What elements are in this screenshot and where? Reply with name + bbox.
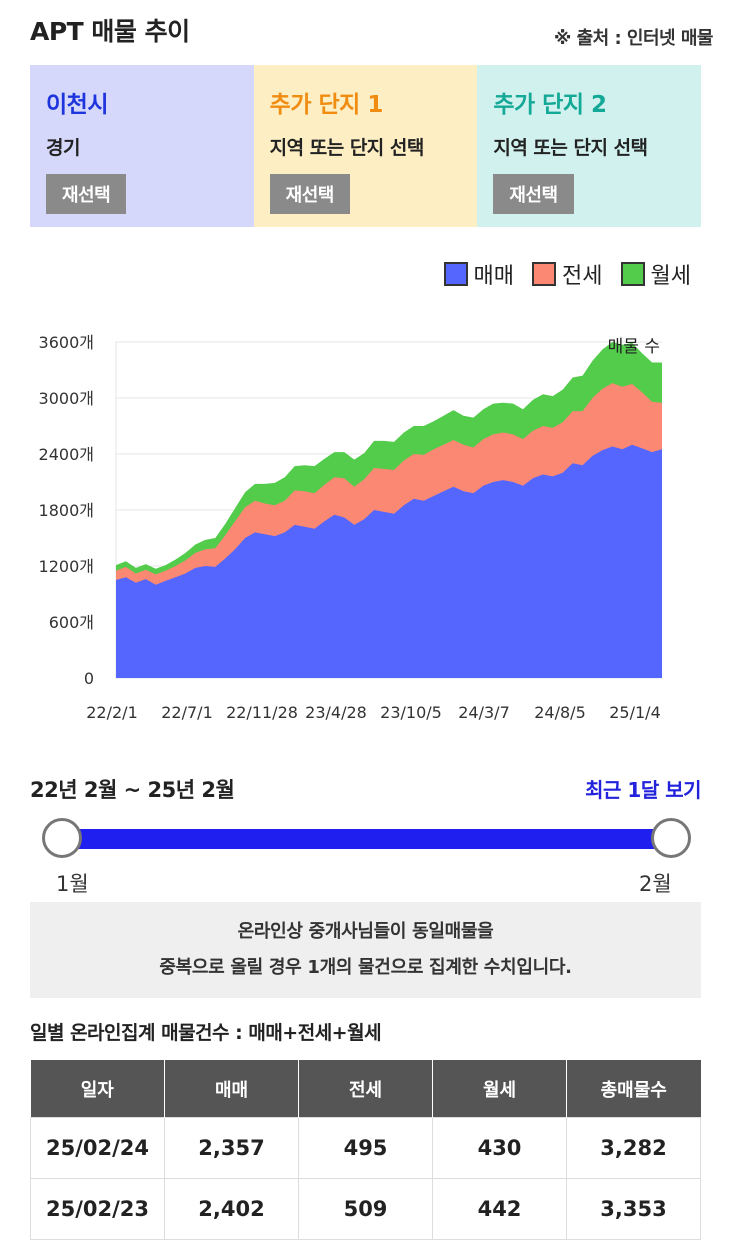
y-tick-label: 3000개 [39, 389, 94, 408]
card-subtitle[interactable]: 지역 또는 단지 선택 [493, 137, 648, 159]
cell-date: 25/02/24 [30, 1117, 165, 1179]
cell-jeonse: 495 [298, 1117, 433, 1179]
area-series-매매 [116, 444, 662, 678]
x-tick-label: 22/7/1 [161, 703, 213, 722]
legend-item-jeonse[interactable]: 전세 [532, 258, 603, 290]
cell-date: 25/02/23 [30, 1178, 165, 1240]
reselect-button[interactable]: 재선택 [269, 174, 350, 214]
y-tick-label: 1800개 [39, 501, 94, 520]
source-note: ※ 출처 : 인터넷 매물 [553, 28, 714, 49]
recent-month-link[interactable]: 최근 1달 보기 [585, 778, 701, 802]
range-label: 22년 2월 ~ 25년 2월 [30, 778, 235, 802]
y-tick-label: 2400개 [39, 445, 94, 464]
cell-sale: 2,357 [164, 1117, 299, 1179]
cell-sale: 2,402 [164, 1178, 299, 1240]
y-tick-label: 1200개 [39, 557, 94, 576]
chart-annotation: 매물 수 [608, 337, 660, 357]
legend-label: 매매 [473, 264, 515, 289]
legend-label: 월세 [650, 264, 691, 289]
chart-legend: 매매 전세 월세 [443, 258, 691, 290]
slider-end-handle[interactable] [651, 818, 691, 858]
x-tick-label: 24/8/5 [534, 703, 586, 722]
region-card-extra-2: 추가 단지 2 지역 또는 단지 선택 재선택 [477, 65, 702, 227]
cell-monthly: 442 [432, 1178, 567, 1240]
cell-monthly: 430 [432, 1117, 567, 1179]
table-row: 25/02/24 2,357 495 430 3,282 [30, 1117, 701, 1179]
slider-min-label: 1월 [56, 872, 89, 896]
col-total: 총매물수 [566, 1060, 701, 1118]
legend-item-sale[interactable]: 매매 [443, 258, 515, 290]
slider-start-handle[interactable] [42, 818, 82, 858]
col-jeonse: 전세 [298, 1060, 433, 1118]
cell-jeonse: 509 [298, 1178, 433, 1240]
col-date: 일자 [30, 1060, 165, 1118]
y-tick-label: 3600개 [39, 333, 94, 352]
cell-total: 3,353 [566, 1178, 701, 1240]
slider-max-label: 2월 [639, 872, 672, 896]
col-sale: 매매 [164, 1060, 299, 1118]
legend-swatch [620, 262, 645, 286]
region-card-primary: 이천시 경기 재선택 [30, 65, 254, 227]
legend-swatch [443, 262, 468, 286]
notice-box: 온라인상 중개사님들이 동일매물을 중복으로 올릴 경우 1개의 물건으로 집계… [30, 902, 701, 998]
region-card-extra-1: 추가 단지 1 지역 또는 단지 선택 재선택 [253, 65, 478, 227]
legend-label: 전세 [562, 264, 603, 289]
card-title: 이천시 [46, 92, 108, 118]
cell-total: 3,282 [566, 1117, 701, 1179]
x-tick-label: 23/10/5 [380, 703, 442, 722]
reselect-button[interactable]: 재선택 [493, 174, 574, 214]
legend-item-monthly[interactable]: 월세 [620, 258, 691, 290]
reselect-button[interactable]: 재선택 [46, 174, 127, 214]
stacked-area-chart: 0 600개 1200개 1800개 2400개 3000개 3600개 22/2/1 22/7… [39, 333, 662, 722]
table-header-row: 일자 매매 전세 월세 총매물수 [30, 1060, 701, 1118]
notice-line: 온라인상 중개사님들이 동일매물을 [237, 921, 494, 942]
col-monthly: 월세 [432, 1060, 567, 1118]
region-cards: 이천시 경기 재선택 추가 단지 1 지역 또는 단지 선택 재선택 추가 단지… [30, 65, 702, 227]
table-row: 25/02/23 2,402 509 442 3,353 [30, 1178, 701, 1240]
daily-listing-table: 일자 매매 전세 월세 총매물수 25/02/24 2,357 495 430 … [30, 1060, 701, 1240]
x-tick-label: 22/2/1 [86, 703, 138, 722]
y-tick-label: 600개 [49, 613, 94, 632]
x-tick-label: 22/11/28 [226, 703, 298, 722]
card-subtitle[interactable]: 경기 [46, 137, 80, 159]
notice-line: 중복으로 올릴 경우 1개의 물건으로 집계한 수치입니다. [159, 957, 572, 978]
y-tick-label: 0 [84, 669, 94, 688]
date-range-slider-track[interactable] [62, 829, 672, 849]
x-tick-label: 23/4/28 [305, 703, 367, 722]
page-title: APT 매물 추이 [30, 17, 190, 46]
x-tick-label: 25/1/4 [609, 703, 661, 722]
card-subtitle[interactable]: 지역 또는 단지 선택 [269, 137, 425, 159]
table-title: 일별 온라인집계 매물건수 : 매매+전세+월세 [30, 1022, 382, 1044]
x-tick-label: 24/3/7 [458, 703, 510, 722]
legend-swatch [532, 262, 557, 286]
card-title: 추가 단지 2 [493, 92, 607, 118]
card-title: 추가 단지 1 [269, 92, 384, 118]
